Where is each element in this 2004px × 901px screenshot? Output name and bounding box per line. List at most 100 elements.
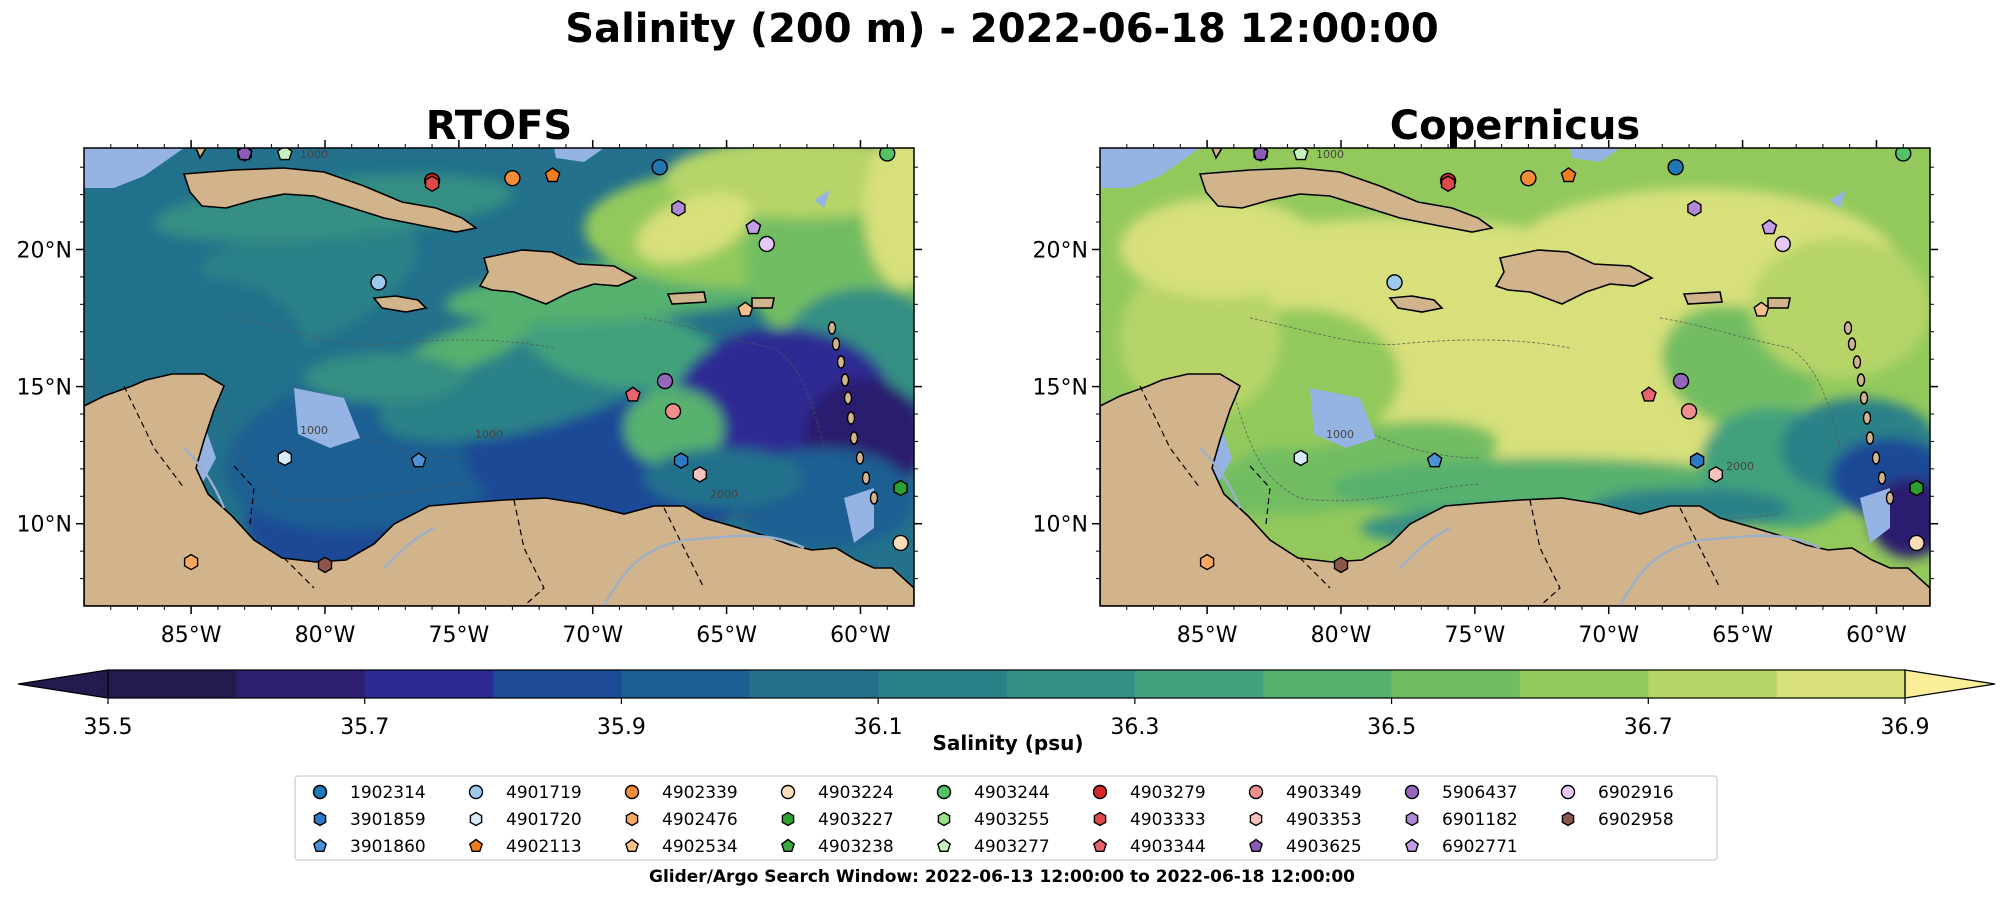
legend-item: 4903625: [1248, 837, 1362, 857]
map-area-rtofs: 1000 1000 1000 2000: [84, 148, 914, 606]
colorbar-bin: [364, 670, 494, 698]
legend-label: 6902916: [1598, 783, 1674, 803]
map-body-copernicus: 1000 1000 2000: [1100, 148, 1930, 606]
legend-marker: [1092, 784, 1108, 800]
platform-marker-4903333: [1440, 175, 1456, 193]
legend-item: 4903349: [1248, 783, 1362, 803]
platform-marker-4901719: [370, 274, 387, 291]
legend-item: 4903224: [780, 783, 894, 803]
panel-title-copernicus: Copernicus: [1390, 103, 1641, 149]
colorbar-tick-label: 36.9: [1881, 715, 1930, 740]
map-axes-copernicus: 85°W 80°W 75°W 70°W 65°W 60°W 10°N 15°N 20°N: [1033, 140, 1938, 648]
legend-box: [294, 775, 1718, 861]
x-tick-label: 60°W: [830, 623, 891, 648]
colorbar-bin: [1263, 670, 1393, 698]
platform-marker-6902958: [317, 556, 333, 574]
colorbar-bin: [1391, 670, 1521, 698]
legend-label: 4903244: [974, 783, 1050, 803]
platform-marker-4901720: [277, 449, 293, 467]
colorbar-bin: [236, 670, 366, 698]
colorbar-bin: [1134, 670, 1264, 698]
platform-legend: 1902314 3901859 3901860 4901719 4901720 49021…: [294, 775, 1718, 861]
legend-marker: [469, 811, 483, 827]
legend-item: 3901860: [312, 837, 426, 857]
legend-marker: [312, 838, 328, 852]
legend-marker: [780, 784, 796, 800]
legend-marker: [312, 784, 328, 800]
platform-marker-4902476: [1199, 553, 1215, 571]
platform-marker-4903333: [424, 175, 440, 193]
legend-label: 4903344: [1130, 837, 1206, 857]
colorbar-label: Salinity (psu): [932, 731, 1083, 755]
legend-label: 4903224: [818, 783, 894, 803]
legend-item: 4902113: [468, 837, 582, 857]
platform-marker-3901859: [673, 452, 689, 469]
platform-marker-6902916: [1774, 235, 1791, 253]
legend-item: 4903227: [781, 810, 894, 830]
y-tick-label: 15°N: [1033, 376, 1088, 401]
map-panel-copernicus: Copernicus 1000 1000 2000 85°W 80°W 75°W 70°W…: [1033, 103, 1938, 648]
legend-item: 6901182: [1405, 810, 1518, 830]
y-tick-label: 20°N: [17, 238, 72, 263]
x-tick-label: 85°W: [1177, 623, 1238, 648]
y-tick-label: 10°N: [1033, 513, 1088, 538]
contour-label: 2000: [710, 488, 738, 501]
legend-label: 4903227: [818, 810, 894, 830]
legend-item: 4903244: [936, 783, 1050, 803]
platform-marker-4903344: [624, 386, 641, 402]
legend-marker: [781, 811, 795, 827]
legend-label: 4902113: [506, 837, 582, 857]
legend-item: 4902476: [625, 810, 738, 830]
y-tick-label: 10°N: [17, 513, 72, 538]
x-tick-label: 75°W: [1444, 623, 1505, 648]
colorbar-tick-label: 35.7: [340, 715, 389, 740]
platform-marker-4902339: [504, 169, 521, 187]
platform-marker-4902534: [737, 301, 754, 317]
legend-label: 4902534: [662, 837, 738, 857]
figure-title: Salinity (200 m) - 2022-06-18 12:00:00: [565, 6, 1438, 52]
map-area-copernicus: 1000 1000 2000: [1100, 148, 1930, 606]
map-axes-rtofs: 85°W 80°W 75°W 70°W 65°W 60°W 10°N 15°N 20°N: [17, 140, 922, 648]
contour-label: 1000: [1316, 148, 1344, 161]
map-panel-rtofs: RTOFS 1000 1000 1000 2000 85°W 80°W 75°W 70°W 6…: [17, 103, 922, 648]
platform-marker-4903227: [1909, 479, 1924, 497]
platform-marker-4903344: [1640, 386, 1657, 402]
legend-label: 4903279: [1130, 783, 1206, 803]
platform-marker-6902958: [1333, 556, 1349, 574]
legend-marker: [1560, 784, 1576, 800]
legend-item: 4903238: [780, 837, 894, 857]
legend-item: 1902314: [312, 783, 426, 803]
platform-marker-4903224: [892, 534, 909, 552]
legend-label: 6902958: [1598, 810, 1674, 830]
legend-marker: [1404, 838, 1420, 852]
platform-marker-4903227: [893, 479, 908, 497]
colorbar-bin: [1519, 670, 1649, 698]
platform-marker-4903353: [692, 466, 707, 483]
legend-marker: [1248, 784, 1264, 800]
colorbar-under-extension: [17, 669, 109, 699]
legend-marker: [624, 784, 640, 800]
colorbar-tick-label: 36.1: [854, 715, 903, 740]
legend-label: 6902771: [1442, 837, 1518, 857]
legend-label: 4903349: [1286, 783, 1362, 803]
legend-item: 4903277: [936, 837, 1050, 857]
legend-marker: [936, 784, 952, 800]
colorbar-tick-label: 36.3: [1110, 715, 1159, 740]
legend-label: 1902314: [350, 783, 426, 803]
legend-item: 6902958: [1561, 810, 1674, 830]
colorbar-tick-label: 36.7: [1624, 715, 1673, 740]
contour-label: 2000: [1726, 460, 1754, 473]
legend-item: 3901859: [313, 810, 426, 830]
legend-label: 4901720: [506, 810, 582, 830]
legend-marker: [1405, 811, 1419, 827]
legend-label: 4903277: [974, 837, 1050, 857]
legend-item: 4903279: [1092, 783, 1206, 803]
legend-marker: [624, 838, 640, 852]
legend-marker: [313, 811, 327, 827]
legend-item: 4901720: [469, 810, 582, 830]
legend-marker: [936, 838, 952, 852]
x-tick-label: 65°W: [1712, 623, 1773, 648]
platform-marker-4903224: [1908, 534, 1925, 552]
legend-label: 5906437: [1442, 783, 1518, 803]
